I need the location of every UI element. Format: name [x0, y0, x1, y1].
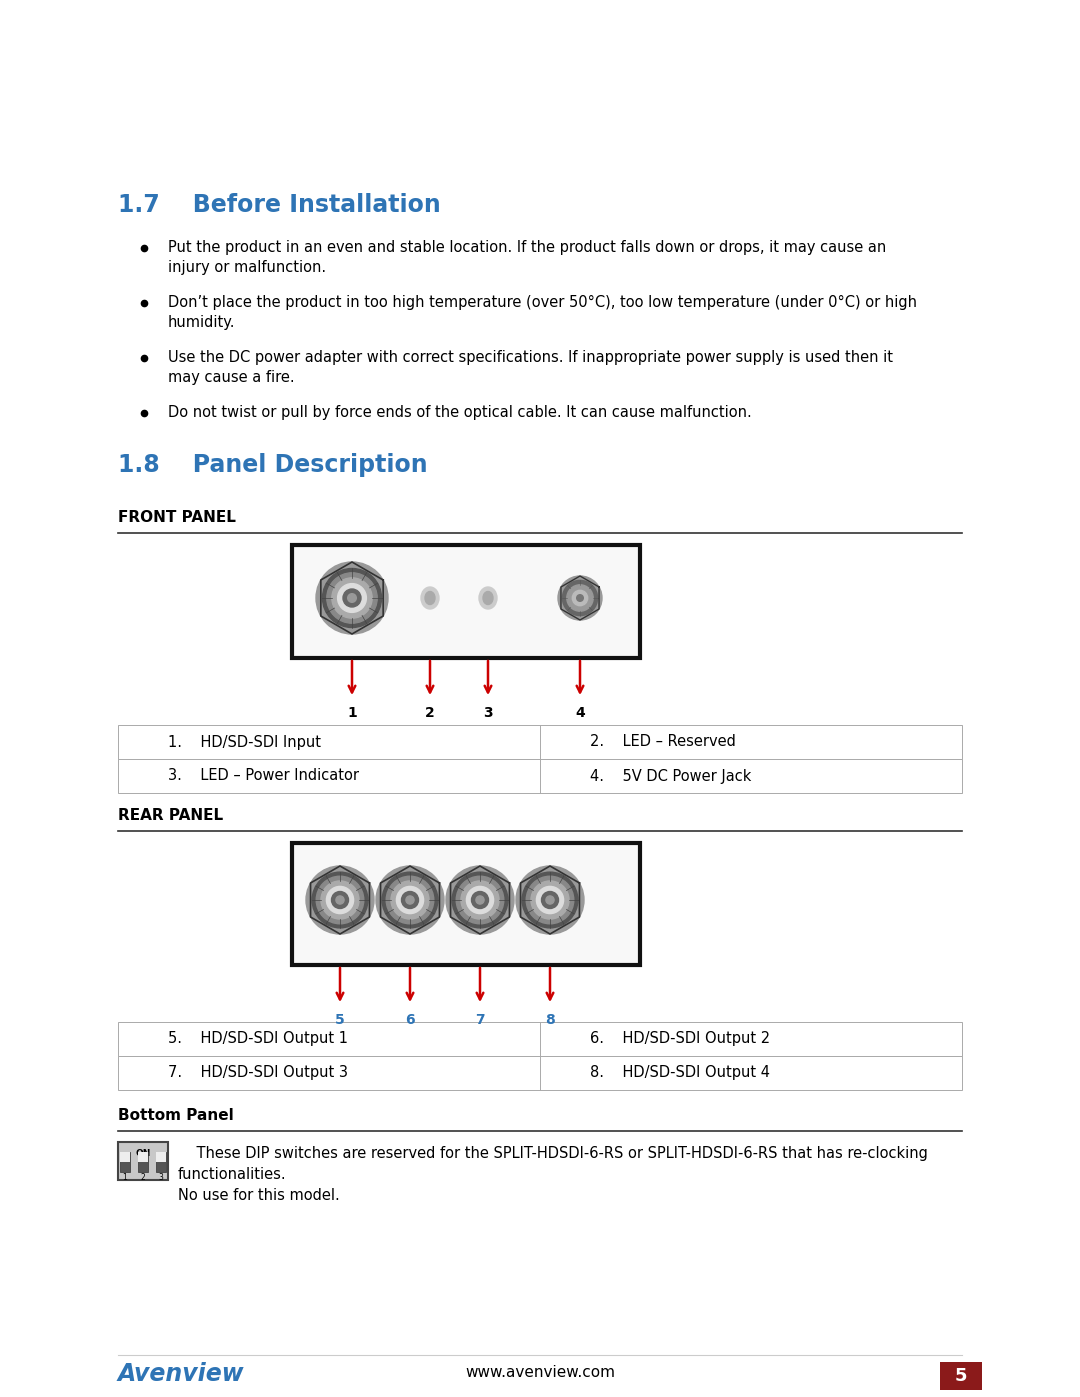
Text: 5.    HD/SD-SDI Output 1: 5. HD/SD-SDI Output 1 — [168, 1031, 348, 1046]
Circle shape — [396, 887, 423, 914]
Circle shape — [332, 578, 373, 617]
Circle shape — [541, 891, 558, 908]
Circle shape — [321, 882, 359, 919]
Bar — [292, 545, 640, 658]
Bar — [120, 1153, 130, 1162]
Circle shape — [572, 591, 588, 606]
Text: 5: 5 — [955, 1368, 968, 1384]
Text: 4: 4 — [576, 705, 585, 719]
Circle shape — [316, 876, 364, 923]
Bar — [138, 1153, 148, 1172]
Ellipse shape — [426, 591, 435, 605]
Text: 2.    LED – Reserved: 2. LED – Reserved — [590, 735, 735, 750]
Circle shape — [382, 872, 437, 928]
Circle shape — [376, 866, 444, 935]
Text: Do not twist or pull by force ends of the optical cable. It can cause malfunctio: Do not twist or pull by force ends of th… — [168, 405, 752, 420]
Circle shape — [545, 895, 554, 904]
Ellipse shape — [483, 591, 492, 605]
Text: 1: 1 — [123, 1173, 127, 1182]
Text: 8: 8 — [545, 1013, 555, 1027]
Text: 1.8    Panel Description: 1.8 Panel Description — [118, 453, 428, 476]
Ellipse shape — [480, 587, 497, 609]
Text: 7: 7 — [475, 1013, 485, 1027]
Text: 3.    LED – Power Indicator: 3. LED – Power Indicator — [168, 768, 359, 784]
Text: Avenview: Avenview — [118, 1362, 245, 1386]
Text: www.avenview.com: www.avenview.com — [465, 1365, 615, 1380]
Text: ON: ON — [135, 1148, 151, 1158]
Text: 8.    HD/SD-SDI Output 4: 8. HD/SD-SDI Output 4 — [590, 1066, 770, 1080]
Circle shape — [563, 580, 597, 616]
Text: REAR PANEL: REAR PANEL — [118, 807, 224, 823]
Bar — [120, 1153, 130, 1172]
Bar — [138, 1153, 148, 1162]
Circle shape — [461, 882, 499, 919]
Circle shape — [577, 595, 583, 601]
Circle shape — [467, 887, 494, 914]
Circle shape — [338, 584, 366, 612]
Circle shape — [336, 895, 345, 904]
Circle shape — [446, 866, 514, 935]
Text: 1.7    Before Installation: 1.7 Before Installation — [118, 193, 441, 217]
Circle shape — [327, 573, 377, 623]
Circle shape — [537, 887, 564, 914]
Circle shape — [472, 891, 488, 908]
Text: These DIP switches are reserved for the SPLIT-HDSDI-6-RS or SPLIT-HDSDI-6-RS tha: These DIP switches are reserved for the … — [178, 1146, 928, 1203]
Bar — [118, 1023, 962, 1056]
Circle shape — [531, 882, 569, 919]
Circle shape — [316, 562, 388, 634]
Circle shape — [312, 872, 368, 928]
Ellipse shape — [421, 587, 438, 609]
Circle shape — [402, 891, 419, 908]
Circle shape — [348, 594, 356, 602]
Circle shape — [456, 876, 503, 923]
Bar — [940, 1362, 982, 1390]
Text: Use the DC power adapter with correct specifications. If inappropriate power sup: Use the DC power adapter with correct sp… — [168, 351, 893, 386]
Circle shape — [306, 866, 374, 935]
Circle shape — [476, 895, 484, 904]
Bar — [118, 1141, 168, 1180]
Circle shape — [526, 876, 573, 923]
Text: 1: 1 — [347, 705, 356, 719]
Circle shape — [323, 569, 381, 627]
Circle shape — [391, 882, 429, 919]
Bar — [156, 1153, 166, 1162]
Text: 3: 3 — [159, 1173, 163, 1182]
Text: 1.    HD/SD-SDI Input: 1. HD/SD-SDI Input — [168, 735, 321, 750]
Circle shape — [332, 891, 349, 908]
Text: Don’t place the product in too high temperature (over 50°C), too low temperature: Don’t place the product in too high temp… — [168, 295, 917, 331]
Bar — [118, 759, 962, 793]
Text: Bottom Panel: Bottom Panel — [118, 1108, 233, 1123]
Text: 5: 5 — [335, 1013, 345, 1027]
Circle shape — [516, 866, 584, 935]
Text: Put the product in an even and stable location. If the product falls down or dro: Put the product in an even and stable lo… — [168, 240, 887, 275]
Text: 3: 3 — [483, 705, 492, 719]
Circle shape — [453, 872, 508, 928]
Circle shape — [326, 887, 353, 914]
Text: FRONT PANEL: FRONT PANEL — [118, 510, 235, 525]
Circle shape — [567, 585, 593, 612]
Bar — [156, 1153, 166, 1172]
Text: 6.    HD/SD-SDI Output 2: 6. HD/SD-SDI Output 2 — [590, 1031, 770, 1046]
Circle shape — [406, 895, 414, 904]
Text: 7.    HD/SD-SDI Output 3: 7. HD/SD-SDI Output 3 — [168, 1066, 348, 1080]
Circle shape — [343, 590, 361, 608]
Text: 2: 2 — [426, 705, 435, 719]
Text: 2: 2 — [140, 1173, 146, 1182]
Text: 6: 6 — [405, 1013, 415, 1027]
Circle shape — [522, 872, 578, 928]
Circle shape — [558, 576, 602, 620]
Text: 4.    5V DC Power Jack: 4. 5V DC Power Jack — [590, 768, 752, 784]
Bar — [292, 842, 640, 965]
Bar — [118, 725, 962, 759]
Circle shape — [387, 876, 434, 923]
Bar — [118, 1056, 962, 1090]
